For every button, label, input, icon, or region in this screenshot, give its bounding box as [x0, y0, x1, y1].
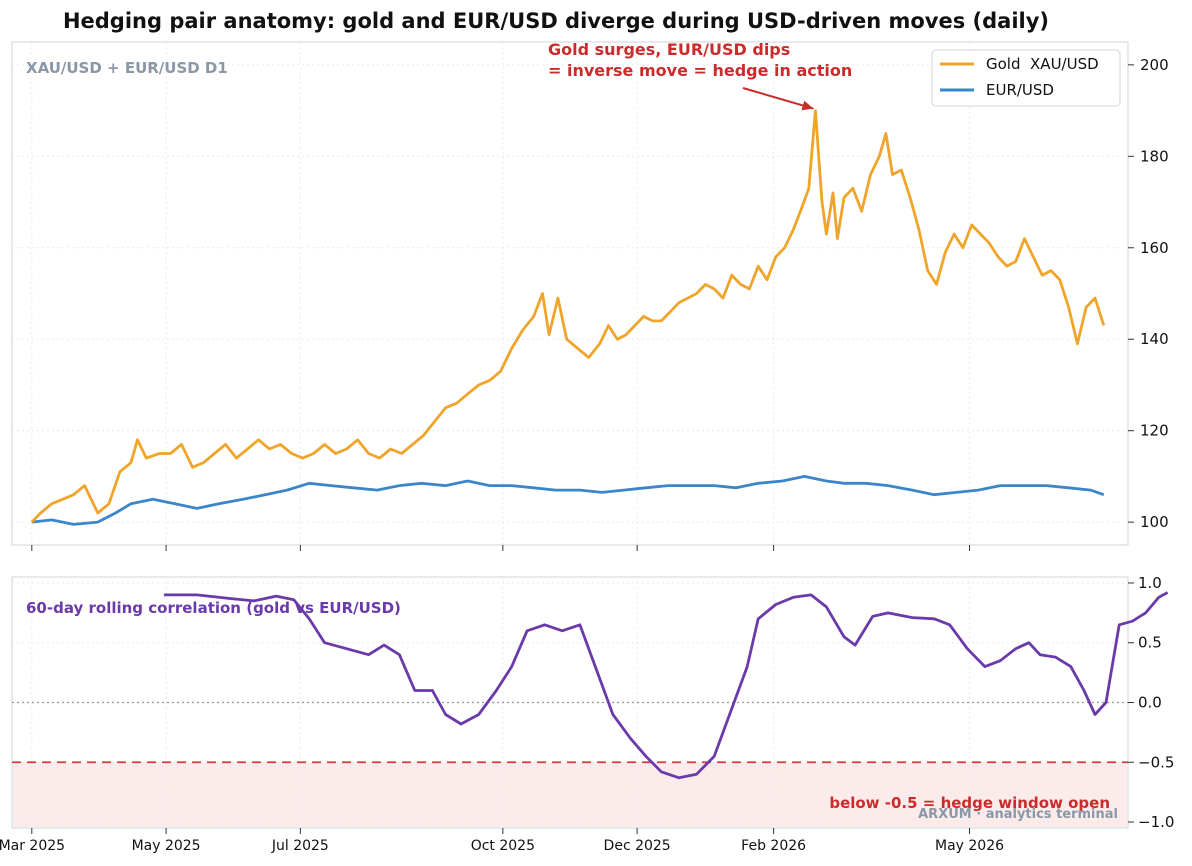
y-tick-label: 100 — [1140, 513, 1169, 531]
y-tick-label: 120 — [1140, 422, 1169, 440]
correlation-series-line — [163, 591, 1169, 780]
price-lines — [30, 109, 1106, 526]
annotation-line-1: Gold surges, EUR/USD dips — [548, 40, 790, 59]
legend-box — [931, 49, 1121, 107]
y-tick-label: 180 — [1140, 147, 1169, 165]
correlation-y-axis: 1.0 0.5 0.0 −0.5 −1.0 — [1128, 574, 1174, 831]
eurusd-series-line — [31, 475, 1105, 526]
x-tick-label: May 2025 — [132, 838, 201, 854]
x-tick-label: Dec 2025 — [604, 838, 671, 854]
y-tick-label: 0.0 — [1138, 694, 1162, 712]
y-tick-label: −1.0 — [1138, 813, 1174, 831]
price-y-axis: 100 120 140 160 180 200 — [1128, 56, 1169, 531]
correlation-x-axis: Mar 2025 May 2025 Jul 2025 Oct 2025 Dec 2025… — [0, 828, 1004, 854]
price-plot-area — [11, 41, 1129, 546]
hedge-window-zone — [13, 762, 1127, 827]
x-tick-label: Oct 2025 — [471, 838, 535, 854]
legend-label-gold: Gold XAU/USD — [986, 55, 1099, 73]
annotation-arrow-head — [801, 100, 814, 111]
gold-series-line — [30, 109, 1106, 524]
y-tick-label: 160 — [1140, 239, 1169, 257]
chart-title: Hedging pair anatomy: gold and EUR/USD d… — [63, 9, 1049, 33]
y-tick-label: −0.5 — [1138, 753, 1174, 771]
correlation-line — [163, 591, 1169, 780]
correlation-title: 60-day rolling correlation (gold vs EUR/… — [26, 599, 401, 617]
x-tick-label: Jul 2025 — [271, 838, 329, 854]
legend-label-eurusd: EUR/USD — [986, 81, 1054, 99]
y-tick-label: 1.0 — [1138, 574, 1162, 592]
y-tick-label: 140 — [1140, 330, 1169, 348]
correlation-panel: 1.0 0.5 0.0 −0.5 −1.0 Mar 2025 May 2025 Jul 20… — [0, 574, 1174, 854]
threshold-label: below -0.5 = hedge window open — [829, 794, 1110, 812]
x-tick-label: Mar 2025 — [0, 838, 65, 854]
x-tick-label: Feb 2026 — [741, 838, 806, 854]
annotation: Gold surges, EUR/USD dips = inverse move… — [548, 40, 852, 111]
symbol-label: XAU/USD + EUR/USD D1 — [26, 59, 228, 77]
annotation-arrow — [742, 87, 814, 110]
price-x-ticks — [31, 545, 971, 551]
x-tick-label: May 2026 — [935, 838, 1004, 854]
price-grid — [12, 42, 1128, 545]
y-tick-label: 200 — [1140, 56, 1169, 74]
annotation-line-2: = inverse move = hedge in action — [548, 61, 852, 80]
watermark: ARXUM · analytics terminal — [918, 807, 1118, 822]
legend: Gold XAU/USD EUR/USD — [931, 49, 1121, 107]
y-tick-label: 0.5 — [1138, 634, 1162, 652]
